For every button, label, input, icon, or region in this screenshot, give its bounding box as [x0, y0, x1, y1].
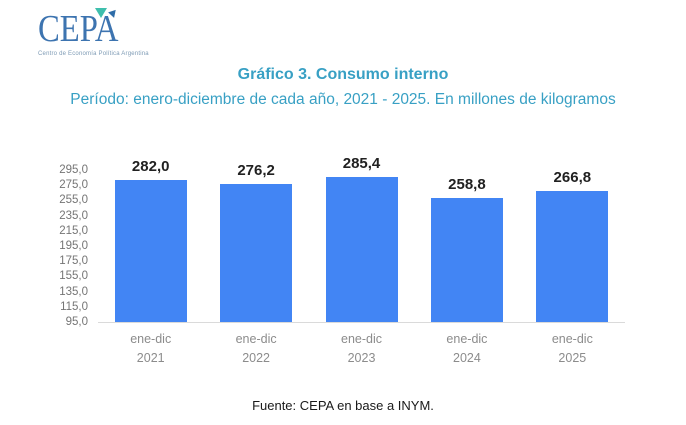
x-tick-label-line: ene-dic	[446, 332, 488, 346]
bar-chart: 295,0 275,0 255,0 235,0 215,0 195,0 175,0 155,0…	[40, 142, 625, 369]
cepa-logo-marks	[95, 8, 118, 20]
bar	[114, 179, 187, 322]
logo-teal-triangle-icon	[95, 8, 107, 18]
bar-value-label: 258,8	[448, 175, 486, 193]
y-tick-label: 255,0	[59, 194, 88, 207]
bar	[536, 191, 609, 322]
bar	[430, 197, 503, 322]
bar-group: 282,0	[98, 158, 203, 322]
bar-value-label: 282,0	[131, 157, 170, 175]
cepa-logo-tagline: Centro de Economía Política Argentina	[38, 51, 149, 57]
plot-area: 282,0 276,2 285,4 258,8 266,8	[98, 142, 625, 323]
y-tick-label: 175,0	[59, 255, 88, 268]
chart-title: Gráfico 3. Consumo interno	[237, 66, 449, 83]
logo-blue-triangle-icon	[108, 9, 118, 20]
y-tick-label: 155,0	[59, 270, 88, 283]
chart-subtitle: Período: enero-diciembre de cada año, 20…	[70, 91, 616, 108]
x-tick-label: ene-dic 2024	[414, 330, 519, 369]
bar-group: 276,2	[203, 162, 308, 322]
y-axis: 295,0 275,0 255,0 235,0 215,0 195,0 175,0 155,0…	[40, 142, 98, 328]
y-tick-label: 115,0	[60, 300, 88, 313]
x-tick-label: ene-dic 2025	[520, 330, 625, 369]
bar-group: 285,4	[309, 155, 414, 322]
cepa-logo-text: CEPA	[38, 8, 119, 50]
y-tick-label: 275,0	[59, 179, 88, 192]
x-tick-label-line: ene-dic	[130, 332, 172, 346]
x-tick-label-line: 2025	[558, 351, 587, 366]
x-tick-label: ene-dic 2023	[309, 330, 414, 369]
x-tick-label-line: ene-dic	[551, 332, 593, 346]
x-tick-label: ene-dic 2022	[203, 330, 308, 369]
y-tick-label: 295,0	[59, 164, 88, 176]
x-tick-label-line: 2021	[136, 351, 165, 366]
x-tick-label-line: ene-dic	[235, 332, 277, 346]
bar-group: 266,8	[520, 169, 625, 322]
y-tick-label: 135,0	[59, 285, 88, 298]
x-tick-label-line: 2022	[242, 351, 271, 366]
x-axis-labels: ene-dic 2021 ene-dic 2022 ene-dic 2023 ene-dic…	[98, 330, 625, 369]
bar-value-label: 285,4	[342, 155, 381, 173]
y-tick-label: 215,0	[59, 224, 88, 237]
y-tick-label: 195,0	[59, 240, 88, 252]
plot-row: 295,0 275,0 255,0 235,0 215,0 195,0 175,0 155,0…	[40, 142, 625, 328]
y-tick-label: 95,0	[65, 316, 88, 328]
bar-value-label: 266,8	[553, 169, 592, 187]
bar	[325, 177, 398, 322]
source-note: Fuente: CEPA en base a INYM.	[252, 398, 434, 413]
x-tick-label-line: 2024	[453, 351, 481, 366]
cepa-logo: CEPA Centro de Economía Política Argenti…	[38, 8, 168, 57]
x-tick-label-line: ene-dic	[341, 332, 383, 346]
y-tick-label: 235,0	[59, 209, 88, 222]
bar-group: 258,8	[414, 176, 519, 322]
x-tick-label-line: 2023	[347, 351, 376, 366]
bar-value-label: 276,2	[237, 162, 275, 180]
x-tick-label: ene-dic 2021	[98, 330, 203, 369]
bar	[220, 184, 293, 322]
